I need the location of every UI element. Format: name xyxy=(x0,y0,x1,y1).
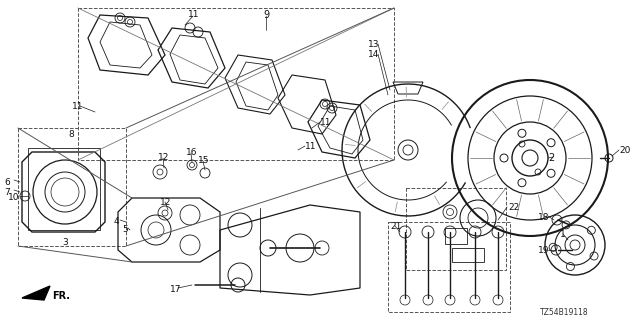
Bar xyxy=(28,148,100,230)
Text: 5: 5 xyxy=(122,225,128,234)
Text: 17: 17 xyxy=(170,285,182,294)
Text: 6: 6 xyxy=(4,178,10,187)
Text: 9: 9 xyxy=(263,10,269,20)
Bar xyxy=(445,228,467,244)
Text: 8: 8 xyxy=(68,130,74,139)
Text: 10: 10 xyxy=(8,193,19,202)
Text: TZ54B19118: TZ54B19118 xyxy=(540,308,589,317)
Text: 12: 12 xyxy=(160,198,172,207)
Text: 11: 11 xyxy=(188,10,200,19)
Text: FR.: FR. xyxy=(52,291,70,301)
Text: 14: 14 xyxy=(368,50,380,59)
Text: 3: 3 xyxy=(62,238,68,247)
Text: 19: 19 xyxy=(538,246,550,255)
Text: 7: 7 xyxy=(4,188,10,197)
Bar xyxy=(388,222,510,312)
Polygon shape xyxy=(22,286,50,300)
Bar xyxy=(406,188,506,270)
Text: 12: 12 xyxy=(158,153,170,162)
Bar xyxy=(452,248,484,262)
Text: 20: 20 xyxy=(619,146,630,155)
Text: 16: 16 xyxy=(186,148,198,157)
Text: 11: 11 xyxy=(320,118,332,127)
Text: 11: 11 xyxy=(72,102,83,111)
Text: 11: 11 xyxy=(305,142,317,151)
Text: 18: 18 xyxy=(538,213,550,222)
Bar xyxy=(78,8,394,160)
Text: 1: 1 xyxy=(560,230,566,239)
Text: 4: 4 xyxy=(114,217,120,226)
Text: 13: 13 xyxy=(368,40,380,49)
Text: 15: 15 xyxy=(198,156,209,165)
Bar xyxy=(18,128,126,246)
Text: 21: 21 xyxy=(390,222,401,231)
Text: 2: 2 xyxy=(548,153,554,163)
Text: 22: 22 xyxy=(508,203,519,212)
